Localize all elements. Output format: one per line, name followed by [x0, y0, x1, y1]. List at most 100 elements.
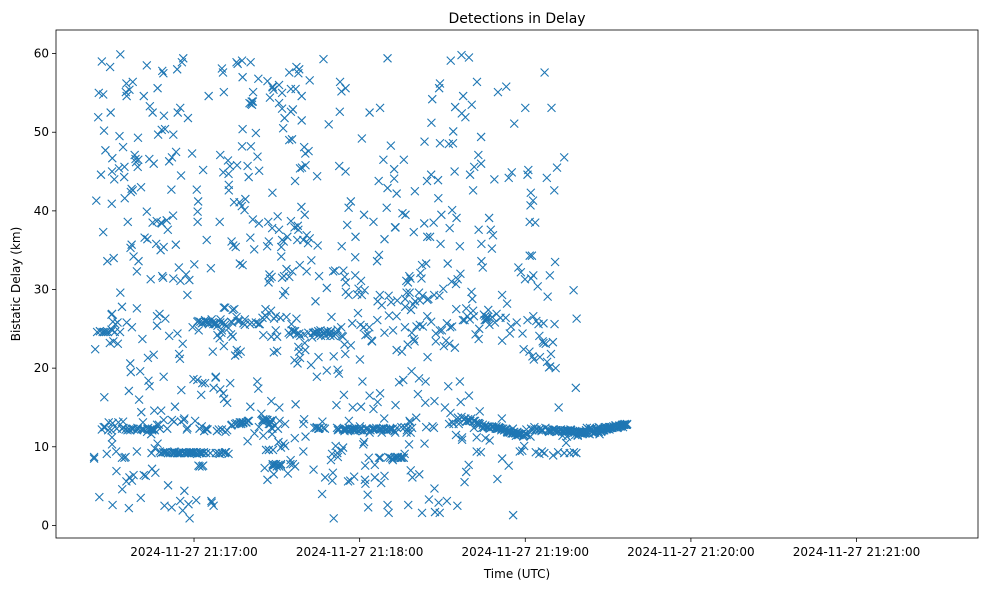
data-point [184, 499, 193, 509]
data-point [418, 322, 428, 331]
data-point [497, 336, 507, 346]
data-point [569, 447, 579, 457]
data-point [427, 118, 436, 128]
data-point [467, 287, 476, 297]
data-point [153, 439, 162, 449]
data-point [215, 333, 225, 343]
data-point [543, 292, 553, 301]
data-point [343, 476, 353, 486]
data-point [89, 452, 99, 462]
data-point [244, 172, 254, 182]
data-point [224, 323, 233, 333]
data-point [550, 319, 559, 329]
data-point [328, 267, 338, 276]
data-point [297, 202, 306, 212]
data-point [262, 241, 272, 251]
data-point [435, 138, 445, 148]
data-point [377, 300, 387, 310]
data-point [170, 402, 180, 412]
data-point [487, 244, 497, 254]
data-point [260, 463, 270, 473]
data-point [344, 416, 354, 426]
data-point [91, 196, 101, 206]
data-point [357, 290, 367, 300]
data-point [274, 437, 283, 447]
data-point [481, 433, 490, 443]
data-point [228, 241, 238, 250]
data-point [349, 472, 359, 482]
data-point [331, 441, 341, 451]
data-point [472, 432, 482, 442]
data-point [197, 421, 207, 431]
data-point [183, 423, 192, 433]
data-point [178, 339, 188, 349]
data-point [485, 436, 495, 445]
data-point [133, 133, 143, 143]
data-point [402, 288, 411, 298]
data-point [237, 141, 247, 151]
data-point [152, 321, 162, 331]
data-point [243, 436, 252, 446]
chart-title: Detections in Delay [448, 11, 585, 27]
data-point [99, 392, 109, 402]
data-point [153, 83, 162, 93]
data-point [300, 338, 310, 348]
data-point [483, 305, 493, 315]
data-point [175, 496, 185, 506]
data-point [528, 311, 538, 321]
data-point [303, 238, 313, 248]
data-point [389, 174, 399, 184]
data-point [293, 221, 303, 231]
data-point [509, 119, 519, 128]
data-point [240, 194, 250, 204]
data-point [141, 471, 151, 481]
data-point [401, 210, 410, 220]
data-point [335, 107, 345, 117]
data-point [354, 284, 363, 294]
data-point [195, 462, 204, 471]
data-point [342, 220, 352, 230]
data-point [375, 453, 385, 463]
data-point [107, 199, 117, 209]
data-point [571, 383, 581, 393]
data-point [149, 406, 159, 415]
data-point [273, 211, 283, 221]
data-point [187, 149, 197, 158]
data-point [118, 142, 128, 152]
data-point [526, 200, 535, 210]
data-point [413, 389, 423, 399]
data-point [304, 146, 313, 156]
data-point [163, 225, 173, 235]
data-point [272, 332, 282, 342]
data-point [545, 362, 555, 371]
x-axis-title: Time (UTC) [483, 567, 550, 581]
data-point [179, 414, 189, 423]
data-point [312, 171, 322, 181]
data-point [147, 425, 157, 435]
data-point [360, 475, 370, 485]
data-point [125, 359, 135, 368]
data-point [548, 337, 558, 347]
data-point [407, 366, 416, 376]
data-point [374, 250, 384, 260]
data-point [376, 478, 386, 488]
data-point [344, 203, 353, 213]
data-point [192, 375, 202, 385]
data-point [262, 312, 272, 322]
data-point [364, 322, 374, 332]
data-point [279, 237, 289, 246]
data-point [107, 440, 117, 449]
data-point [107, 326, 117, 335]
data-point [431, 337, 441, 346]
data-point [156, 406, 166, 415]
data-point [133, 162, 143, 172]
data-point [341, 83, 350, 93]
data-point [436, 239, 445, 249]
data-point [127, 476, 137, 485]
data-point [526, 432, 535, 441]
data-point [475, 407, 485, 416]
data-point [405, 418, 415, 427]
data-point [169, 417, 179, 427]
data-point [282, 264, 291, 274]
data-point [453, 274, 463, 284]
